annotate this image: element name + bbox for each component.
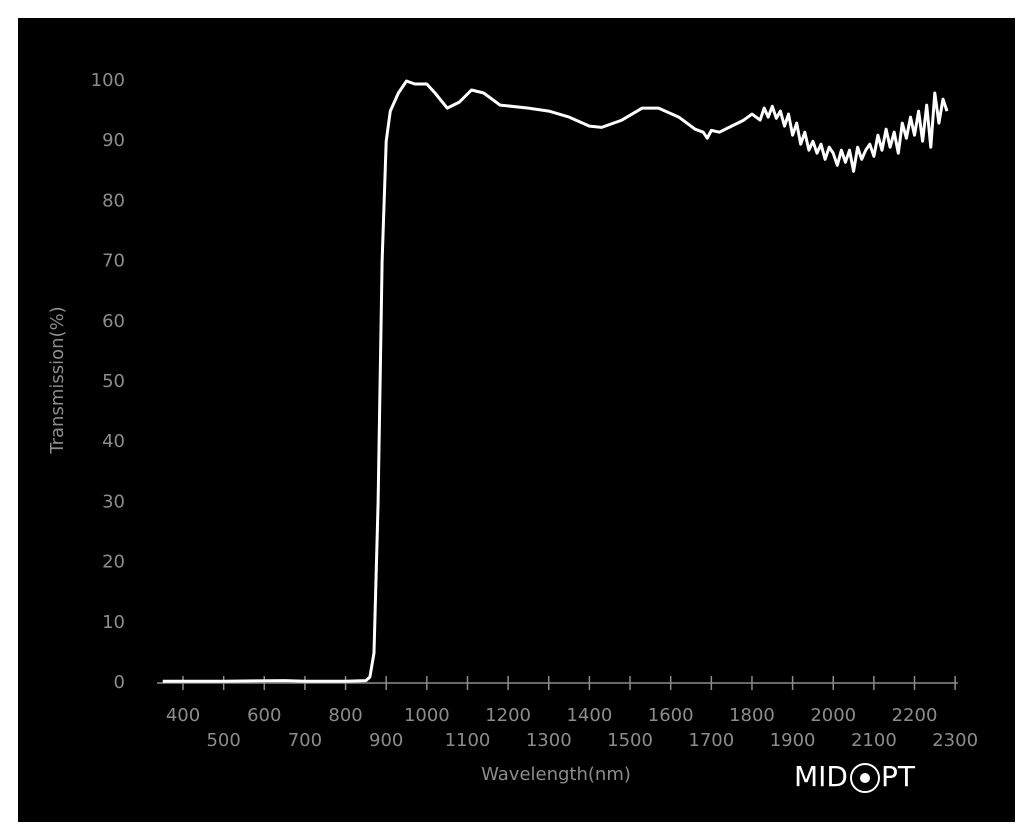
logo-icon bbox=[850, 763, 880, 793]
y-tick-label: 20 bbox=[102, 552, 125, 573]
y-axis-label: Transmission(%) bbox=[47, 306, 68, 454]
x-tick-label: 1400 bbox=[566, 705, 612, 726]
y-tick-label: 40 bbox=[102, 431, 125, 452]
x-tick-label: 1300 bbox=[526, 730, 572, 751]
x-tick-label: 1800 bbox=[729, 705, 775, 726]
x-axis-label: Wavelength(nm) bbox=[481, 764, 631, 785]
y-tick-label: 70 bbox=[102, 251, 125, 272]
x-tick-label: 1900 bbox=[770, 730, 816, 751]
logo-text: PT bbox=[881, 760, 916, 793]
y-tick-label: 100 bbox=[91, 70, 125, 91]
y-tick-label: 0 bbox=[114, 672, 125, 693]
y-tick-label: 90 bbox=[102, 130, 125, 151]
x-tick-label: 2300 bbox=[932, 730, 978, 751]
logo-text: MID bbox=[794, 760, 848, 793]
x-tick-label: 2100 bbox=[851, 730, 897, 751]
x-tick-label: 800 bbox=[328, 705, 362, 726]
x-tick-label: 900 bbox=[369, 730, 403, 751]
x-tick-label: 2000 bbox=[810, 705, 856, 726]
x-tick-label: 2200 bbox=[892, 705, 938, 726]
chart-background bbox=[18, 18, 1015, 822]
x-tick-label: 1100 bbox=[445, 730, 491, 751]
x-tick-label: 500 bbox=[206, 730, 240, 751]
x-tick-label: 1000 bbox=[404, 705, 450, 726]
x-tick-label: 1500 bbox=[607, 730, 653, 751]
x-tick-label: 1200 bbox=[485, 705, 531, 726]
y-tick-label: 80 bbox=[102, 190, 125, 211]
y-tick-label: 10 bbox=[102, 612, 125, 633]
x-tick-label: 1600 bbox=[648, 705, 694, 726]
x-tick-label: 700 bbox=[288, 730, 322, 751]
x-tick-label: 600 bbox=[247, 705, 281, 726]
data-line bbox=[162, 79, 949, 683]
x-tick-label: 400 bbox=[166, 705, 200, 726]
logo-icon bbox=[860, 773, 870, 783]
x-tick-label: 1700 bbox=[688, 730, 734, 751]
logo: MID PT bbox=[794, 760, 916, 793]
y-tick-label: 30 bbox=[102, 491, 125, 512]
y-tick-label: 50 bbox=[102, 371, 125, 392]
y-tick-label: 60 bbox=[102, 311, 125, 332]
